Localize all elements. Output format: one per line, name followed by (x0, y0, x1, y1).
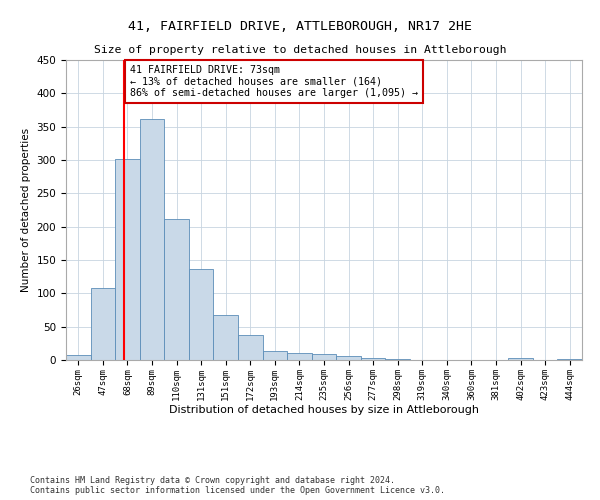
Text: Contains HM Land Registry data © Crown copyright and database right 2024.
Contai: Contains HM Land Registry data © Crown c… (30, 476, 445, 495)
Text: 41, FAIRFIELD DRIVE, ATTLEBOROUGH, NR17 2HE: 41, FAIRFIELD DRIVE, ATTLEBOROUGH, NR17 … (128, 20, 472, 33)
Bar (385, 358, 410, 360)
Bar (508, 358, 533, 360)
Y-axis label: Number of detached properties: Number of detached properties (21, 128, 31, 292)
Bar (361, 358, 385, 360)
Bar (140, 118, 164, 360)
Bar (557, 358, 582, 360)
Bar (312, 354, 336, 360)
Bar (66, 354, 91, 360)
Bar (287, 354, 312, 360)
Text: 41 FAIRFIELD DRIVE: 73sqm
← 13% of detached houses are smaller (164)
86% of semi: 41 FAIRFIELD DRIVE: 73sqm ← 13% of detac… (130, 64, 418, 98)
Bar (336, 356, 361, 360)
Bar (115, 160, 140, 360)
Bar (164, 218, 189, 360)
Bar (263, 352, 287, 360)
Bar (238, 334, 263, 360)
Bar (189, 270, 214, 360)
Bar (214, 314, 238, 360)
Bar (91, 288, 115, 360)
X-axis label: Distribution of detached houses by size in Attleborough: Distribution of detached houses by size … (169, 406, 479, 415)
Text: Size of property relative to detached houses in Attleborough: Size of property relative to detached ho… (94, 45, 506, 55)
